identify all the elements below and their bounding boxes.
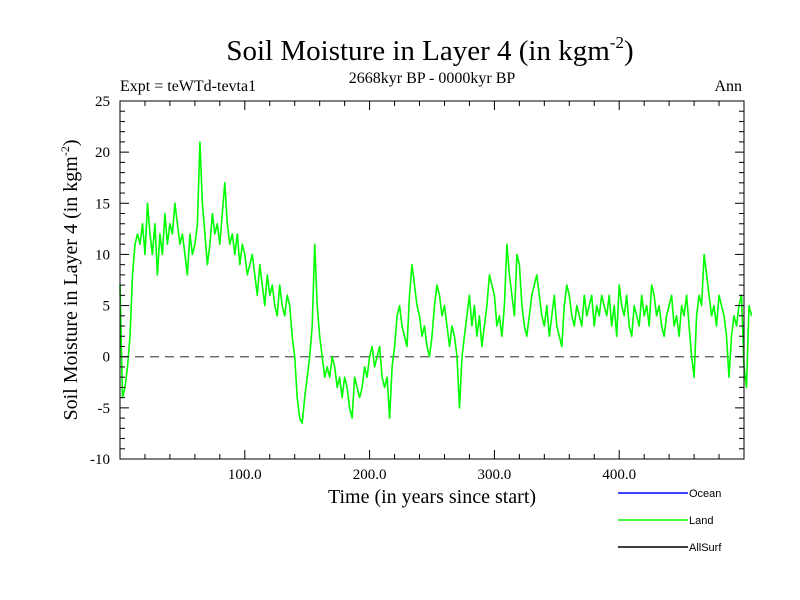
axis-ticks xyxy=(120,101,744,459)
x-tick-label: 400.0 xyxy=(602,467,636,483)
series-line-land xyxy=(119,141,753,425)
x-tick-label: 300.0 xyxy=(478,467,512,483)
y-tick-label: -5 xyxy=(98,401,111,417)
legend-label-allsurf: AllSurf xyxy=(689,542,722,554)
y-tick-label: 0 xyxy=(103,350,111,366)
plot-frame xyxy=(119,100,745,460)
y-tick-label: 10 xyxy=(95,247,110,263)
legend-label-land: Land xyxy=(689,515,713,527)
legend: Ocean Land AllSurf xyxy=(618,488,722,554)
x-tick-label: 100.0 xyxy=(228,467,262,483)
y-tick-label: 20 xyxy=(95,145,110,161)
chart-title: Soil Moisture in Layer 4 (in kgm-2) xyxy=(226,33,633,67)
series-group xyxy=(119,141,753,425)
period-label: Ann xyxy=(714,78,742,95)
x-axis-label: Time (in years since start) xyxy=(328,486,536,508)
y-tick-label: 25 xyxy=(95,94,110,110)
axis-tick-labels: 100.0 200.0 300.0 400.0 -10 -5 0 5 10 15 20 25 xyxy=(90,94,636,483)
legend-label-ocean: Ocean xyxy=(689,488,721,500)
x-tick-label: 200.0 xyxy=(353,467,387,483)
chart-subtitle: 2668kyr BP - 0000kyr BP xyxy=(349,70,516,87)
y-tick-label: 5 xyxy=(103,299,111,315)
y-tick-label: 15 xyxy=(95,196,110,212)
y-tick-label: -10 xyxy=(90,452,110,468)
expt-label: Expt = teWTd-tevta1 xyxy=(120,78,256,95)
y-axis-label: Soil Moisture in Layer 4 (in kgm-2) xyxy=(58,139,82,420)
